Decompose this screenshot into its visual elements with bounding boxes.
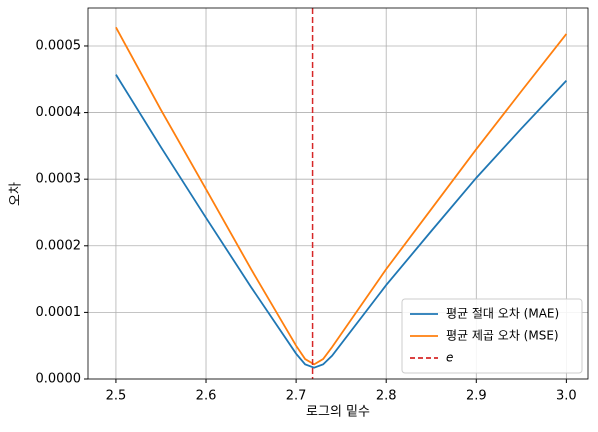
legend-label: 평균 절대 오차 (MAE) [446,307,559,321]
y-tick-label: 0.0005 [36,38,82,53]
y-axis-label: 오차 [9,182,24,206]
y-tick-label: 0.0001 [36,305,82,320]
y-tick-label: 0.0004 [36,105,82,120]
legend-frame [401,298,583,374]
x-axis-label: 로그의 밑수 [306,405,370,420]
legend: 평균 절대 오차 (MAE) 평균 제곱 오차 (MSE) e [401,298,583,374]
data-line [115,26,568,366]
legend-label: 평균 제곱 오차 (MSE) [446,329,559,343]
x-tick-label: 2.5 [106,389,127,404]
y-tick-label: 0.0003 [36,172,82,187]
x-tick-label: 3.0 [556,389,577,404]
y-tick-label: 0.0000 [36,372,82,387]
y-tick-label: 0.0002 [36,238,82,253]
plot-frame [87,7,589,380]
x-tick-label: 2.8 [376,389,397,404]
data-line [115,74,568,369]
legend-label: e [446,351,453,365]
x-tick-label: 2.6 [196,389,217,404]
x-tick-label: 2.7 [286,389,307,404]
x-tick-label: 2.9 [466,389,487,404]
